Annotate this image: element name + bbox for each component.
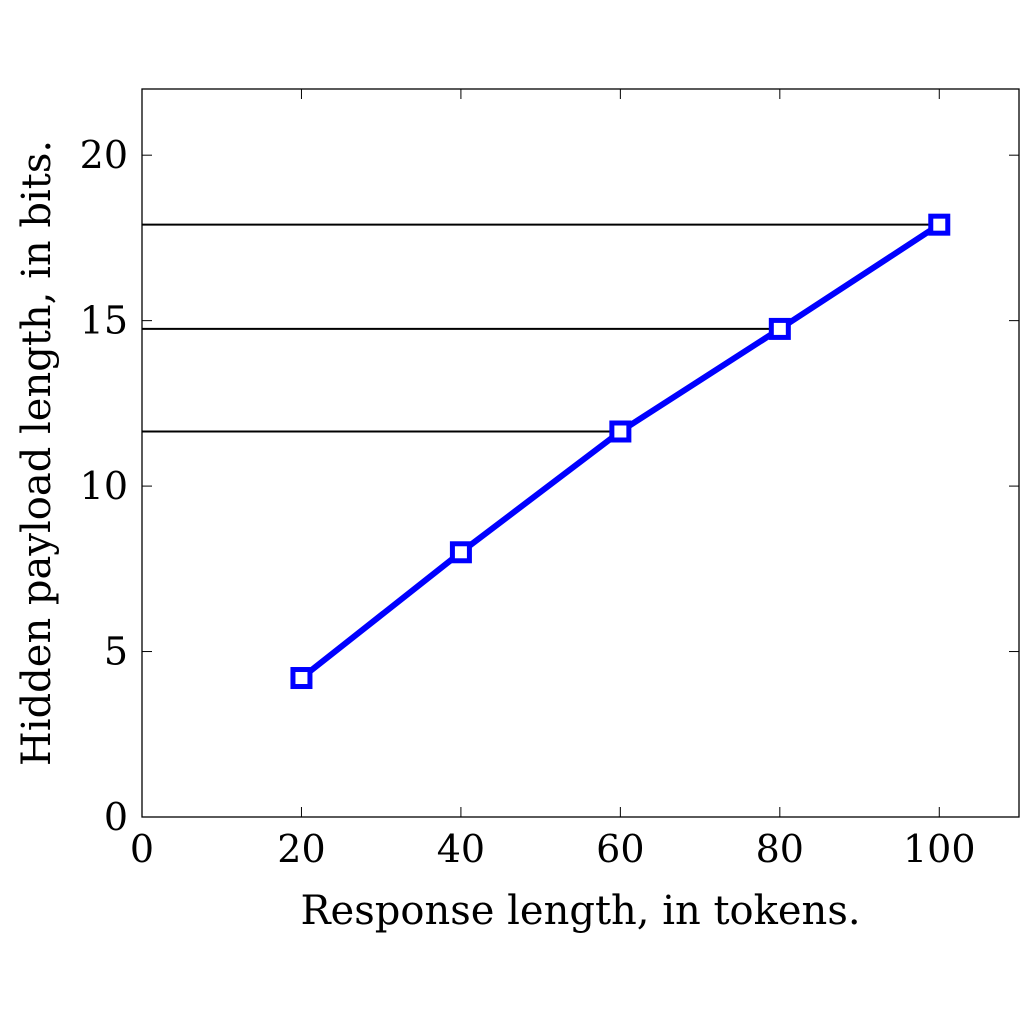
plot-frame <box>141 88 1020 818</box>
series-group <box>290 213 951 690</box>
data-point-marker <box>449 541 472 564</box>
data-point-marker <box>768 317 791 340</box>
reference-lines <box>142 223 940 433</box>
series-line-0 <box>299 222 941 681</box>
x-tick-label: 20 <box>277 827 325 871</box>
y-tick-label: 5 <box>104 630 128 674</box>
x-tick-label: 100 <box>903 827 976 871</box>
tick-labels: 0 20 40 60 80 100 0 5 10 15 20 <box>80 133 976 871</box>
x-tick-label: 0 <box>130 827 154 871</box>
x-tick-label: 40 <box>437 827 485 871</box>
y-tick-label: 10 <box>80 464 128 508</box>
data-point-marker <box>928 213 951 236</box>
x-tick-label: 80 <box>756 827 804 871</box>
axis-ticks <box>141 89 1019 818</box>
data-point-marker <box>609 420 632 443</box>
x-tick-label: 60 <box>596 827 644 871</box>
y-tick-label: 15 <box>80 299 128 343</box>
x-axis-label: Response length, in tokens. <box>300 888 860 934</box>
y-axis-label: Hidden payload length, in bits. <box>14 140 60 766</box>
data-point-marker <box>290 667 313 690</box>
y-tick-label: 20 <box>80 133 128 177</box>
y-tick-label: 0 <box>104 795 128 839</box>
